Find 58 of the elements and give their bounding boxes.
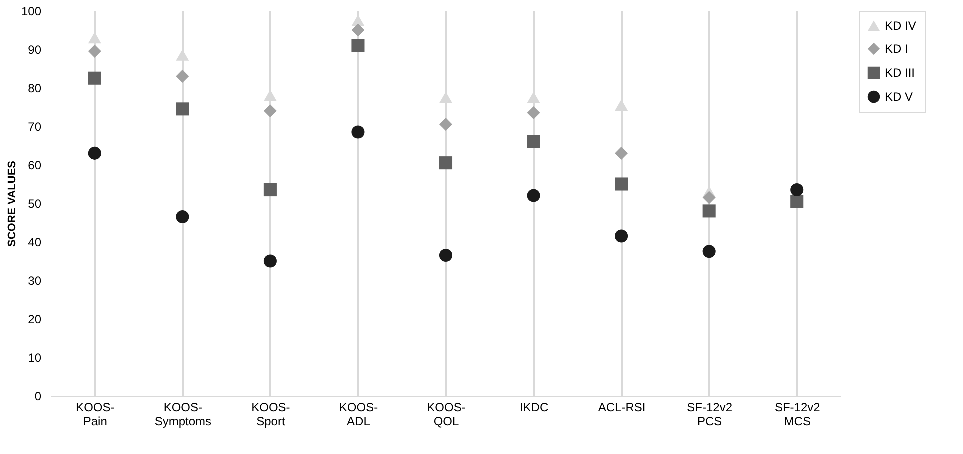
point <box>615 100 628 111</box>
point <box>264 254 277 268</box>
y-tick-label: 0 <box>34 390 42 404</box>
point <box>352 14 365 26</box>
y-tick-label: 50 <box>28 197 42 211</box>
x-tick-label: ACL-RSI <box>598 400 646 414</box>
point <box>352 126 365 139</box>
point <box>352 39 365 52</box>
y-tick-label: 30 <box>28 274 42 288</box>
legend-label: KD I <box>885 42 908 56</box>
point <box>790 184 804 197</box>
y-tick-label: 100 <box>21 4 42 18</box>
legend-label: KD V <box>885 90 914 104</box>
point <box>527 92 540 104</box>
point <box>176 102 190 116</box>
point <box>88 72 102 85</box>
point <box>615 230 628 243</box>
y-tick-label: 60 <box>28 158 42 172</box>
point <box>88 44 102 58</box>
point <box>176 70 190 83</box>
point <box>439 118 453 132</box>
x-tick-label: KOOS- Pain <box>76 400 115 428</box>
y-tick-label: 20 <box>28 312 42 326</box>
point <box>527 135 540 148</box>
legend-label: KD IV <box>885 19 916 33</box>
point <box>264 184 277 197</box>
y-tick-label: 40 <box>28 236 42 250</box>
x-tick-label: KOOS- Symptoms <box>154 400 212 428</box>
x-tick-label: KOOS- Sport <box>252 400 290 428</box>
point <box>439 248 453 262</box>
y-tick-label: 90 <box>28 43 42 57</box>
point <box>615 146 628 160</box>
y-axis-title: SCORE VALUES <box>6 161 18 247</box>
point <box>615 178 628 191</box>
y-tick-label: 10 <box>28 351 42 365</box>
legend-label: KD III <box>885 66 916 80</box>
point <box>88 146 102 160</box>
point <box>702 204 716 218</box>
point <box>790 195 804 208</box>
point <box>264 90 277 102</box>
point <box>702 191 716 204</box>
point <box>264 104 277 118</box>
y-tick-label: 70 <box>28 120 42 134</box>
point <box>88 32 102 44</box>
x-tick-label: KOOS- ADL <box>339 400 378 428</box>
x-tick-label: SF-12v2 PCS <box>687 400 733 428</box>
x-tick-label: IKDC <box>520 400 549 414</box>
point <box>176 210 190 224</box>
point <box>527 106 540 120</box>
point <box>352 24 365 37</box>
x-tick-label: KOOS- QOL <box>427 400 466 428</box>
point <box>439 92 453 104</box>
point <box>527 189 540 202</box>
point <box>702 245 716 258</box>
y-tick-label: 80 <box>28 82 42 96</box>
x-tick-label: SF-12v2 MCS <box>774 400 821 428</box>
point <box>439 156 453 170</box>
point <box>176 50 190 61</box>
